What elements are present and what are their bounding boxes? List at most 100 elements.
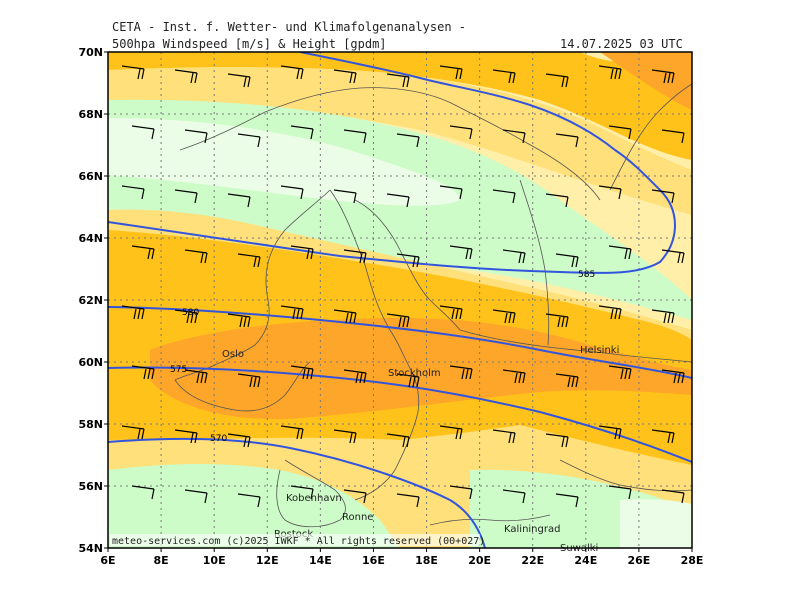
lat-tick-label: 56N xyxy=(78,480,103,493)
wind-barb xyxy=(555,373,579,388)
wind-barb xyxy=(174,309,198,324)
coastline xyxy=(276,459,346,528)
wind-barb xyxy=(651,429,675,444)
wind-barb xyxy=(396,133,420,148)
wind-barb xyxy=(333,189,357,204)
wind-band xyxy=(108,52,692,160)
wind-barb xyxy=(661,249,685,264)
coastlines xyxy=(174,83,692,528)
lat-tick-label: 70N xyxy=(78,46,103,59)
wind-barb xyxy=(598,185,622,200)
contour-label: 580 xyxy=(182,308,199,318)
wind-barb xyxy=(333,429,357,444)
wind-barb xyxy=(555,133,579,148)
lat-tick-label: 60N xyxy=(78,356,103,369)
wind-barb xyxy=(608,365,632,380)
wind-barb xyxy=(343,249,367,264)
wind-barb xyxy=(227,313,251,328)
lat-lon-grid xyxy=(108,52,692,548)
wind-barb xyxy=(121,425,145,440)
wind-barb xyxy=(290,365,314,380)
city-label: Ronne xyxy=(342,512,373,523)
copyright-footer: meteo-services.com (c)2025 IWKF * All ri… xyxy=(112,536,485,547)
wind-barb xyxy=(290,245,314,260)
wind-barb xyxy=(502,489,526,504)
wind-barb xyxy=(131,365,155,380)
height-contour-line xyxy=(108,306,692,379)
wind-barb xyxy=(651,309,675,324)
wind-barb xyxy=(333,69,357,84)
lon-tick-label: 10E xyxy=(203,554,226,567)
wind-barb xyxy=(661,489,685,504)
wind-barb xyxy=(280,305,304,320)
wind-barb xyxy=(174,429,198,444)
axis-labels: 6E 8E 10E 12E 14E 16E 18E 20E 22E 24E 26E 28E 54N 56N… xyxy=(78,46,703,567)
wind-barb xyxy=(449,125,473,140)
wind-barb xyxy=(184,489,208,504)
wind-barb xyxy=(555,253,579,268)
lon-tick-label: 22E xyxy=(521,554,544,567)
coastline xyxy=(174,189,331,381)
coastline xyxy=(329,189,420,501)
wind-barb xyxy=(502,369,526,384)
coastline xyxy=(609,83,692,191)
wind-barb xyxy=(237,133,261,148)
wind-barb xyxy=(396,373,420,388)
coastline xyxy=(519,179,550,346)
wind-barb xyxy=(545,433,569,448)
wind-barb xyxy=(386,193,410,208)
coastline xyxy=(174,361,311,412)
lat-tick-label: 68N xyxy=(78,108,103,121)
wind-barb xyxy=(608,125,632,140)
wind-barb xyxy=(492,69,516,84)
header-title: CETA - Inst. f. Wetter- und Klimafolgena… xyxy=(112,20,467,34)
wind-barb xyxy=(661,129,685,144)
wind-barb xyxy=(598,305,622,320)
wind-barb xyxy=(386,313,410,328)
wind-barb xyxy=(386,73,410,88)
wind-band xyxy=(108,118,460,206)
wind-barb xyxy=(121,305,145,320)
wind-barb xyxy=(651,189,675,204)
wind-barb xyxy=(545,73,569,88)
wind-barb xyxy=(545,193,569,208)
wind-barbs xyxy=(121,65,685,508)
header-parameter: 500hpa Windspeed [m/s] & Height [gpdm] xyxy=(112,37,387,51)
wind-barb xyxy=(545,313,569,328)
wind-barb xyxy=(333,309,357,324)
city-label: Helsinki xyxy=(580,345,619,356)
wind-barb xyxy=(439,425,463,440)
coastline xyxy=(429,514,551,526)
wind-barb xyxy=(280,185,304,200)
wind-barb xyxy=(492,189,516,204)
lat-tick-label: 58N xyxy=(78,418,103,431)
lat-tick-label: 66N xyxy=(78,170,103,183)
wind-barb xyxy=(121,65,145,80)
contour-label: 575 xyxy=(170,365,187,375)
wind-band xyxy=(108,437,692,510)
wind-barb xyxy=(237,253,261,268)
wind-barb xyxy=(174,69,198,84)
wind-barb xyxy=(184,129,208,144)
contour-label: 585 xyxy=(578,270,595,280)
city-label: Stockholm xyxy=(388,368,441,379)
wind-barb xyxy=(502,129,526,144)
header-valid-time: 14.07.2025 03 UTC xyxy=(560,37,683,51)
wind-barb xyxy=(131,485,155,500)
lon-tick-label: 16E xyxy=(362,554,385,567)
lon-tick-label: 20E xyxy=(468,554,491,567)
lon-tick-label: 18E xyxy=(415,554,438,567)
wind-barb xyxy=(184,249,208,264)
height-contours: 570 575 580 585 xyxy=(108,52,692,548)
city-label: Kobenhavn xyxy=(286,493,342,504)
wind-barb xyxy=(237,493,261,508)
wind-barb xyxy=(237,373,261,388)
wind-barb xyxy=(290,125,314,140)
city-label: Kaliningrad xyxy=(504,524,560,535)
wind-barb xyxy=(227,73,251,88)
lon-tick-label: 12E xyxy=(256,554,279,567)
wind-barb xyxy=(502,249,526,264)
wind-band xyxy=(600,52,692,110)
wind-barb xyxy=(449,365,473,380)
height-contour-line xyxy=(108,52,676,274)
